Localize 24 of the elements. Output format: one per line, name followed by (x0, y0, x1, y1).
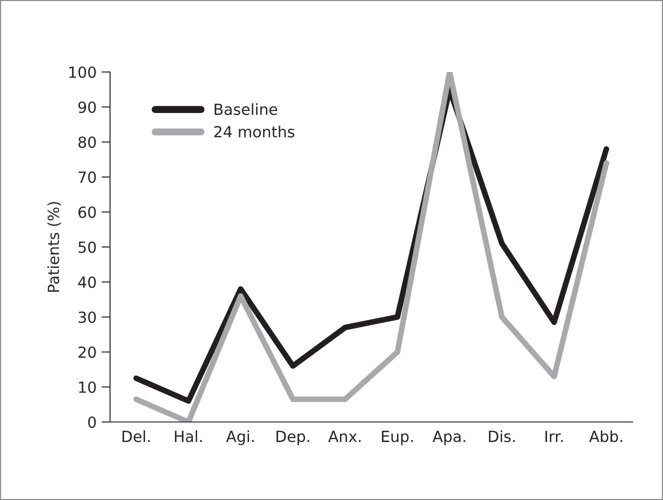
y-tick-label: 20 (78, 346, 96, 358)
y-axis-title: Patients (%) (47, 202, 61, 292)
y-tick-label: 80 (78, 136, 96, 148)
y-tick-label: 40 (78, 276, 96, 288)
y-tick-label: 10 (79, 381, 96, 394)
y-tick-label: 30 (78, 311, 96, 324)
x-tick-label: Abb. (589, 430, 622, 442)
x-tick-label: Hal. (174, 430, 202, 442)
x-tick-label: Eup. (382, 430, 413, 446)
legend-label: Baseline (214, 103, 278, 116)
y-tick-label: 0 (88, 416, 96, 428)
y-tick-label: 90 (78, 101, 96, 114)
x-tick-label: Dis. (488, 430, 515, 442)
y-tick-label: 50 (78, 241, 96, 254)
y-tick-label: 60 (78, 206, 96, 218)
x-tick-label: Del. (122, 430, 150, 442)
x-tick-label: Dep. (276, 430, 310, 446)
legend-label: 24 months (214, 126, 294, 138)
x-tick-label: Irr. (546, 430, 563, 442)
x-tick-label: Anx. (328, 430, 361, 442)
y-tick-label: 70 (78, 171, 96, 184)
x-tick-label: Agi. (226, 430, 254, 446)
x-tick-label: Apa. (432, 430, 466, 446)
y-tick-label: 100 (69, 66, 96, 78)
